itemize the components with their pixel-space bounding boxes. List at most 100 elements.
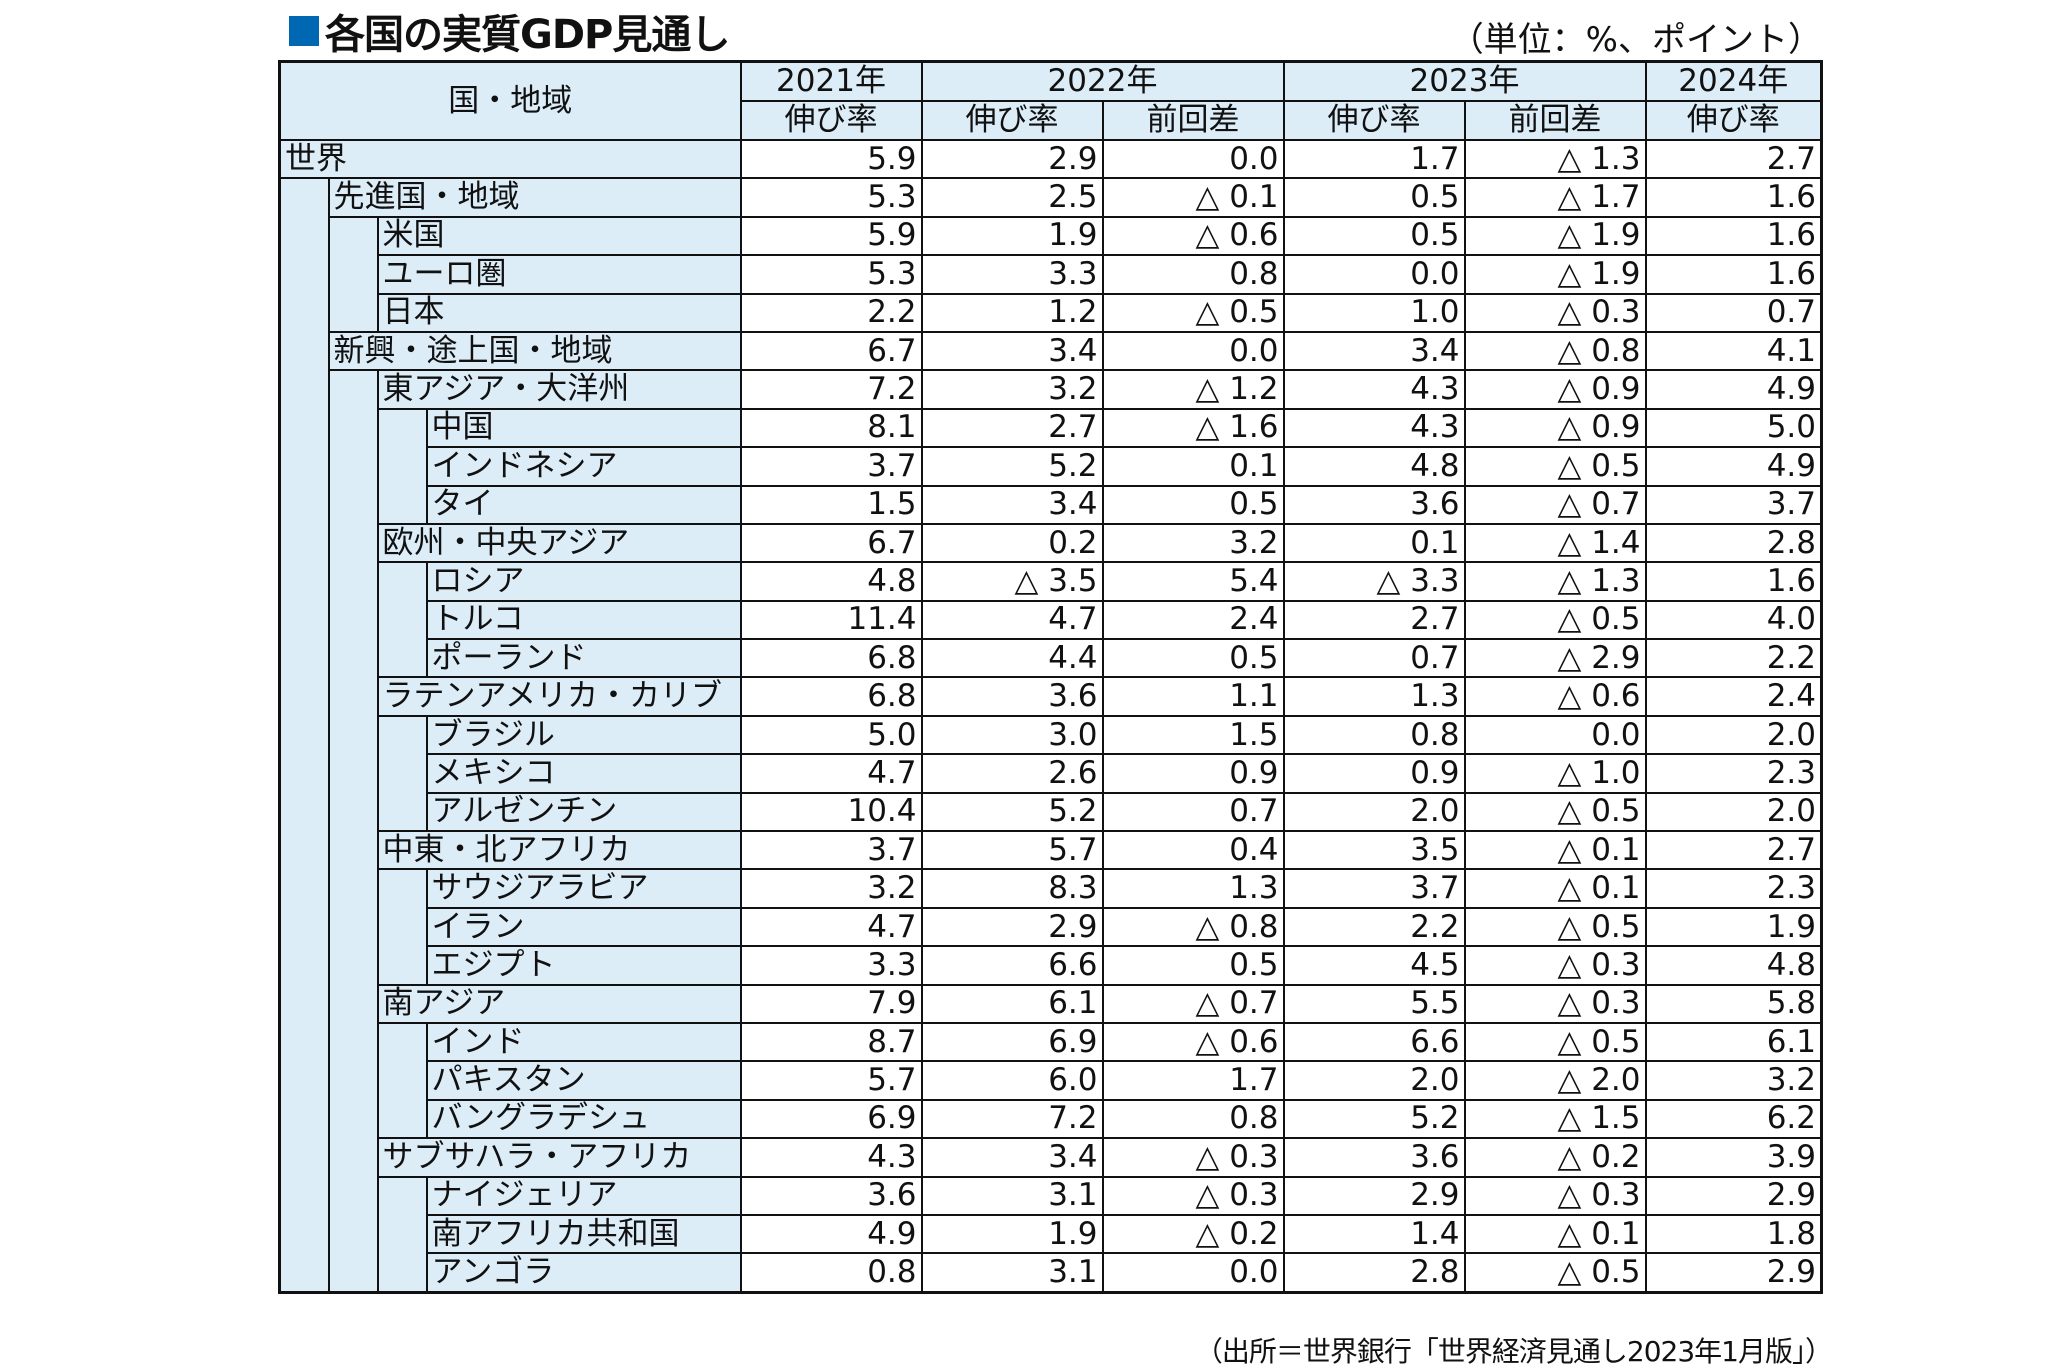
indent-cell — [278, 907, 330, 947]
value-growth-2022: 1.9 — [920, 215, 1104, 257]
table-row: 世界 5.9 2.9 0.0 1.7 △ 1.3 2.7 — [278, 138, 1823, 180]
value-diff-2023: △ 1.3 — [1463, 561, 1647, 602]
table-row: 中国 8.1 2.7 △ 1.6 4.3 △ 0.9 5.0 — [278, 407, 1823, 449]
value-diff-2022: 0.9 — [1101, 753, 1285, 794]
value-diff-2023: △ 0.5 — [1463, 446, 1647, 487]
indent-cell — [376, 754, 428, 793]
region-name: 米国 — [376, 215, 742, 257]
value-growth-2024: 2.3 — [1644, 753, 1823, 794]
indent-cell — [278, 946, 330, 985]
value-growth-2021: 6.7 — [739, 522, 923, 564]
value-diff-2022: 0.8 — [1101, 254, 1285, 295]
indent-cell — [327, 1214, 379, 1254]
indent-cell — [278, 216, 330, 256]
region-name: ブラジル — [425, 714, 742, 756]
value-growth-2021: 8.1 — [739, 407, 923, 449]
value-diff-2022: 0.8 — [1101, 1098, 1285, 1140]
indent-cell — [278, 1061, 330, 1100]
region-name: メキシコ — [425, 753, 742, 794]
value-growth-2023: 0.9 — [1282, 753, 1466, 794]
value-growth-2022: 3.4 — [920, 330, 1104, 372]
table-row: 欧州・中央アジア 6.7 0.2 3.2 0.1 △ 1.4 2.8 — [278, 522, 1823, 564]
value-diff-2022: 0.5 — [1101, 638, 1285, 679]
region-name: 新興・途上国・地域 — [327, 330, 742, 372]
value-growth-2024: 1.8 — [1644, 1213, 1823, 1255]
value-diff-2023: △ 0.3 — [1463, 292, 1647, 333]
value-growth-2022: 2.9 — [920, 906, 1104, 948]
value-growth-2024: 1.9 — [1644, 906, 1823, 948]
value-growth-2021: 4.7 — [739, 753, 923, 794]
table-row: タイ 1.5 3.4 0.5 3.6 △ 0.7 3.7 — [278, 484, 1823, 525]
value-growth-2024: 2.0 — [1644, 714, 1823, 756]
value-growth-2023: 1.4 — [1282, 1213, 1466, 1255]
value-growth-2024: 4.9 — [1644, 446, 1823, 487]
value-diff-2022: △ 1.6 — [1101, 407, 1285, 449]
value-growth-2024: 1.6 — [1644, 561, 1823, 602]
value-diff-2022: 0.0 — [1101, 1252, 1285, 1294]
header-year-2021: 2021年 — [739, 60, 923, 102]
indent-cell — [376, 485, 428, 524]
value-diff-2022: 0.5 — [1101, 945, 1285, 986]
indent-cell — [278, 523, 330, 563]
value-growth-2024: 0.7 — [1644, 292, 1823, 333]
value-diff-2022: 1.1 — [1101, 676, 1285, 717]
indent-cell — [327, 1138, 379, 1177]
value-diff-2022: 0.0 — [1101, 138, 1285, 180]
value-growth-2024: 2.8 — [1644, 522, 1823, 564]
region-name: 中東・北アフリカ — [376, 830, 742, 871]
indent-cell — [278, 677, 330, 716]
value-growth-2024: 1.6 — [1644, 215, 1823, 257]
value-diff-2023: △ 1.9 — [1463, 215, 1647, 257]
region-name: 中国 — [425, 407, 742, 449]
value-growth-2023: 2.9 — [1282, 1175, 1466, 1216]
table-body: 世界 5.9 2.9 0.0 1.7 △ 1.3 2.7 先進国・地域 5.3 2.5 △ 0.1 0… — [278, 138, 1823, 1294]
indent-cell — [278, 293, 330, 332]
value-growth-2021: 5.7 — [739, 1060, 923, 1101]
value-growth-2021: 4.9 — [739, 1213, 923, 1255]
value-diff-2023: △ 0.2 — [1463, 1137, 1647, 1178]
region-name: サウジアラビア — [425, 868, 742, 909]
indent-cell — [327, 485, 379, 524]
value-growth-2021: 5.3 — [739, 177, 923, 218]
value-growth-2024: 1.6 — [1644, 254, 1823, 295]
region-name: アルゼンチン — [425, 791, 742, 833]
table-row: エジプト 3.3 6.6 0.5 4.5 △ 0.3 4.8 — [278, 945, 1823, 986]
value-growth-2023: 2.0 — [1282, 791, 1466, 833]
value-growth-2021: 7.9 — [739, 983, 923, 1024]
value-growth-2021: 2.2 — [739, 292, 923, 333]
table-row: ロシア 4.8 △ 3.5 5.4 △ 3.3 △ 1.3 1.6 — [278, 561, 1823, 602]
indent-cell — [376, 907, 428, 947]
value-growth-2022: △ 3.5 — [920, 561, 1104, 602]
value-growth-2022: 4.7 — [920, 599, 1104, 641]
value-growth-2023: 3.6 — [1282, 484, 1466, 525]
value-growth-2021: 6.7 — [739, 330, 923, 372]
region-name: インド — [425, 1021, 742, 1063]
indent-cell — [278, 1022, 330, 1062]
value-growth-2022: 3.4 — [920, 484, 1104, 525]
value-diff-2023: △ 2.9 — [1463, 638, 1647, 679]
value-growth-2022: 6.0 — [920, 1060, 1104, 1101]
value-growth-2024: 3.2 — [1644, 1060, 1823, 1101]
value-growth-2023: 0.0 — [1282, 254, 1466, 295]
value-diff-2022: 0.4 — [1101, 830, 1285, 871]
indent-cell — [327, 1176, 379, 1215]
value-growth-2022: 3.2 — [920, 369, 1104, 410]
indent-cell — [327, 1099, 379, 1139]
value-diff-2022: △ 0.8 — [1101, 906, 1285, 948]
value-growth-2024: 1.6 — [1644, 177, 1823, 218]
value-growth-2023: 1.0 — [1282, 292, 1466, 333]
indent-cell — [327, 1022, 379, 1062]
value-growth-2024: 2.9 — [1644, 1175, 1823, 1216]
value-growth-2022: 2.7 — [920, 407, 1104, 449]
value-growth-2022: 3.1 — [920, 1252, 1104, 1294]
table-row: ブラジル 5.0 3.0 1.5 0.8 0.0 2.0 — [278, 714, 1823, 756]
value-diff-2023: △ 0.1 — [1463, 1213, 1647, 1255]
region-name: パキスタン — [425, 1060, 742, 1101]
value-growth-2021: 6.8 — [739, 638, 923, 679]
value-growth-2022: 2.5 — [920, 177, 1104, 218]
indent-cell — [327, 1061, 379, 1100]
value-diff-2022: 1.5 — [1101, 714, 1285, 756]
value-diff-2023: 0.0 — [1463, 714, 1647, 756]
value-growth-2022: 6.9 — [920, 1021, 1104, 1063]
indent-cell — [278, 754, 330, 793]
